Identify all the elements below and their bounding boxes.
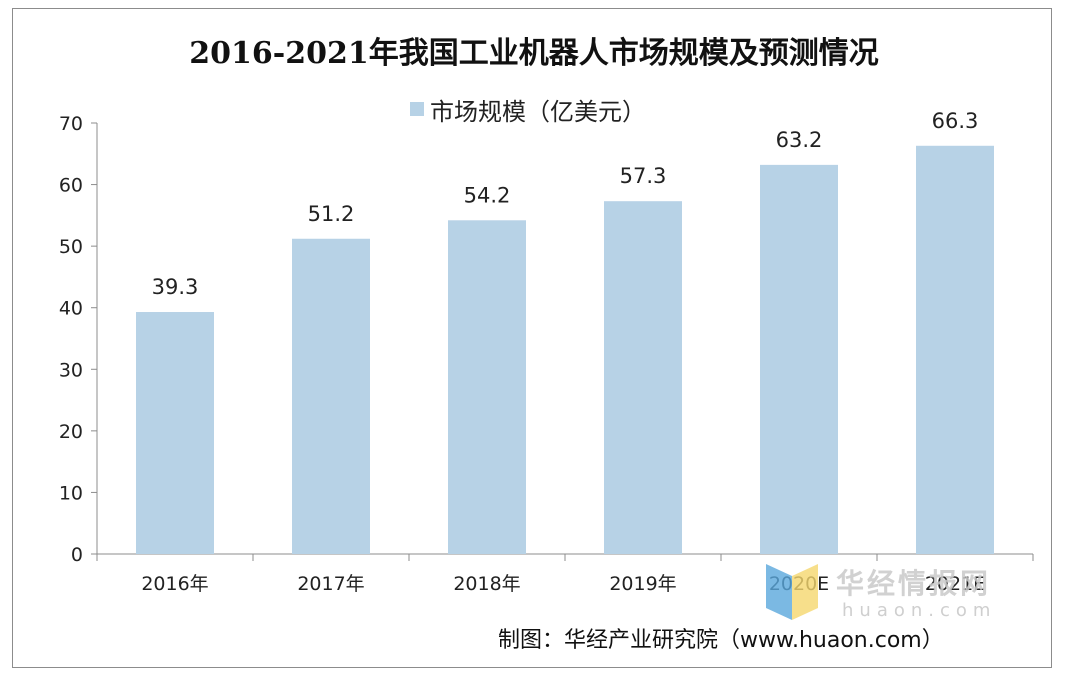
bar (604, 201, 682, 554)
y-tick-label: 10 (59, 482, 83, 504)
data-label: 51.2 (308, 202, 355, 226)
x-tick-label: 2019年 (609, 573, 676, 595)
data-label: 66.3 (932, 109, 979, 133)
x-tick-label: 2018年 (453, 573, 520, 595)
y-tick-label: 60 (59, 175, 83, 197)
data-label: 54.2 (464, 183, 511, 207)
y-tick-label: 50 (59, 236, 83, 258)
legend: 市场规模（亿美元） (410, 92, 646, 126)
y-tick-label: 20 (59, 421, 83, 443)
data-label: 63.2 (776, 128, 823, 152)
watermark-name: 华经情报网 (836, 567, 992, 600)
watermark-logo-icon (766, 564, 818, 620)
chart-frame (12, 8, 1052, 668)
legend-swatch (410, 102, 424, 116)
y-tick-label: 0 (71, 544, 83, 566)
bar (448, 220, 526, 555)
x-tick-label: 2017年 (297, 573, 364, 595)
source-note: 制图：华经产业研究院（www.huaon.com） (498, 628, 944, 653)
data-label: 39.3 (152, 275, 199, 299)
bar (760, 164, 838, 554)
bar (136, 312, 214, 554)
y-tick-label: 40 (59, 298, 83, 320)
data-label: 57.3 (620, 164, 667, 188)
chart-title: 2016-2021年我国工业机器人市场规模及预测情况 (189, 36, 879, 71)
x-tick-label: 2016年 (141, 573, 208, 595)
legend-label: 市场规模（亿美元） (430, 97, 646, 126)
bar (292, 238, 370, 555)
y-tick-label: 30 (59, 359, 83, 381)
x-tick-label: 2021E (925, 573, 985, 595)
watermark-domain: huaon.com (842, 600, 997, 621)
bar (916, 145, 994, 554)
y-tick-label: 70 (59, 113, 83, 135)
watermark: 华经情报网 huaon.com (762, 562, 1032, 628)
